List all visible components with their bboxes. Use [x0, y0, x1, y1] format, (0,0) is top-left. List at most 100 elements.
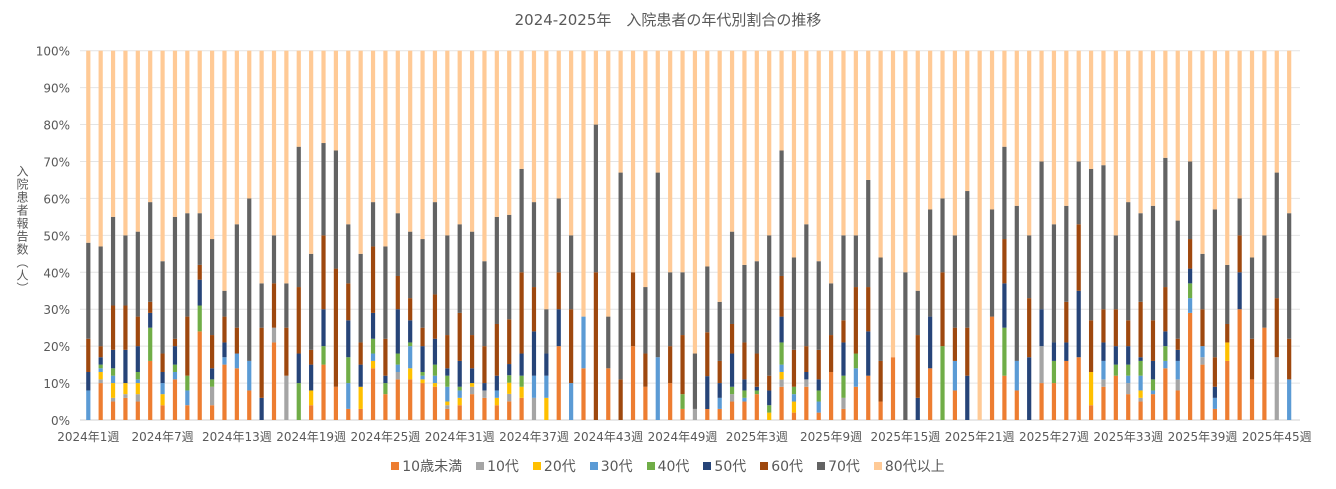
bar-segment-1: [853, 386, 858, 420]
bar-segment-6: [767, 390, 772, 406]
bar-segment-8: [544, 309, 549, 354]
bar-segment-6: [197, 279, 202, 306]
bar-segment-7: [210, 335, 215, 369]
bar-segment-7: [185, 316, 190, 376]
bar-segment-9: [172, 50, 178, 217]
bar-segment-7: [1274, 298, 1279, 358]
bar-segment-2: [271, 327, 277, 343]
x-tick-label: 2025年27週: [1019, 430, 1089, 444]
bar-segment-9: [569, 50, 574, 236]
bar-segment-1: [395, 379, 400, 420]
bar-segment-1: [98, 383, 103, 420]
legend-swatch: [646, 462, 655, 470]
bar-segment-9: [123, 50, 128, 236]
bar-segment-8: [507, 214, 512, 320]
bar-segment-1: [1101, 386, 1106, 420]
bar-segment-6: [1076, 290, 1081, 358]
bar-segment-9: [940, 50, 945, 199]
bar-segment-6: [866, 331, 871, 376]
bar-segment-4: [370, 353, 376, 361]
bar-segment-9: [457, 50, 462, 225]
bar-segment-1: [271, 342, 277, 420]
x-tick-label: 2025年33週: [1093, 430, 1163, 444]
bar-segment-7: [1088, 320, 1094, 372]
bar-segment-8: [655, 172, 660, 358]
legend-swatch: [391, 462, 400, 470]
bar-segment-6: [1126, 346, 1131, 365]
bar-segment-9: [977, 50, 982, 420]
bar-segment-3: [160, 394, 165, 406]
bar-segment-6: [779, 316, 784, 343]
bar-segment-5: [1126, 364, 1131, 376]
bar-segment-8: [593, 124, 598, 273]
bar-segment-7: [321, 235, 326, 310]
bar-segment-9: [197, 50, 202, 214]
bar-segment-7: [519, 272, 524, 354]
bar-segment-1: [1113, 375, 1118, 420]
bar-segment-3: [123, 383, 128, 395]
bar-segment-9: [705, 50, 710, 267]
bar-segment-9: [296, 50, 301, 147]
bar-segment-8: [680, 272, 685, 336]
bar-segment-5: [729, 386, 735, 395]
legend-swatch: [476, 462, 485, 470]
bar-segment-4: [1014, 360, 1019, 391]
bar-segment-9: [952, 50, 957, 236]
bar-segment-2: [1138, 397, 1143, 402]
bar-segment-7: [110, 305, 116, 350]
y-tick-label: 80%: [43, 119, 70, 133]
bar-segment-8: [457, 224, 462, 313]
bar-segment-5: [1150, 379, 1156, 391]
bar-segment-8: [1002, 146, 1007, 240]
bar-segment-5: [370, 338, 376, 354]
bar-segment-7: [358, 342, 363, 365]
bar-segment-8: [643, 287, 648, 354]
bar-segment-6: [754, 386, 759, 391]
bar-segment-9: [1200, 50, 1205, 254]
bar-segment-4: [569, 383, 574, 420]
bar-segment-9: [358, 50, 363, 254]
bar-segment-5: [172, 364, 178, 372]
bar-segment-6: [1237, 272, 1242, 310]
bar-segment-8: [952, 235, 957, 328]
bar-segment-9: [333, 50, 338, 151]
x-tick-label: 2024年25週: [351, 430, 421, 444]
bar-segment-7: [370, 246, 376, 313]
bar-segment-1: [321, 364, 326, 420]
bar-segment-7: [841, 320, 846, 343]
bar-segment-6: [804, 371, 809, 380]
bar-segment-9: [866, 50, 871, 180]
bar-segment-1: [222, 364, 227, 420]
bar-segment-8: [346, 224, 351, 284]
bar-segment-2: [284, 375, 289, 420]
bar-segment-6: [1113, 346, 1118, 365]
bar-segment-6: [1064, 342, 1069, 361]
legend-swatch: [817, 462, 826, 470]
bar-segment-3: [420, 379, 425, 384]
bar-segment-9: [779, 50, 784, 151]
bar-segment-1: [135, 401, 140, 420]
bar-segment-7: [1150, 320, 1156, 361]
legend-label: 20代: [543, 459, 576, 475]
bar-segment-4: [853, 368, 858, 387]
bar-segment-8: [148, 202, 153, 302]
bar-segment-7: [1138, 301, 1143, 358]
bar-segment-8: [569, 235, 574, 310]
x-tick-label: 2025年39週: [1168, 430, 1238, 444]
bar-segment-6: [210, 368, 215, 380]
bar-segment-4: [135, 379, 140, 384]
bar-segment-7: [965, 327, 970, 376]
x-tick-label: 2025年9週: [800, 430, 862, 444]
bar-segment-4: [1188, 298, 1193, 313]
bar-segment-9: [606, 50, 611, 317]
bar-segment-4: [457, 390, 462, 398]
bar-segment-8: [779, 150, 784, 276]
bar-segment-8: [1249, 257, 1255, 339]
bar-segment-5: [1002, 327, 1007, 376]
bar-segment-8: [618, 172, 623, 380]
bar-segment-1: [1014, 390, 1019, 420]
bar-segment-6: [457, 360, 462, 387]
y-tick-label: 100%: [36, 45, 70, 59]
bar-segment-4: [742, 397, 747, 402]
bar-segment-5: [853, 353, 858, 369]
